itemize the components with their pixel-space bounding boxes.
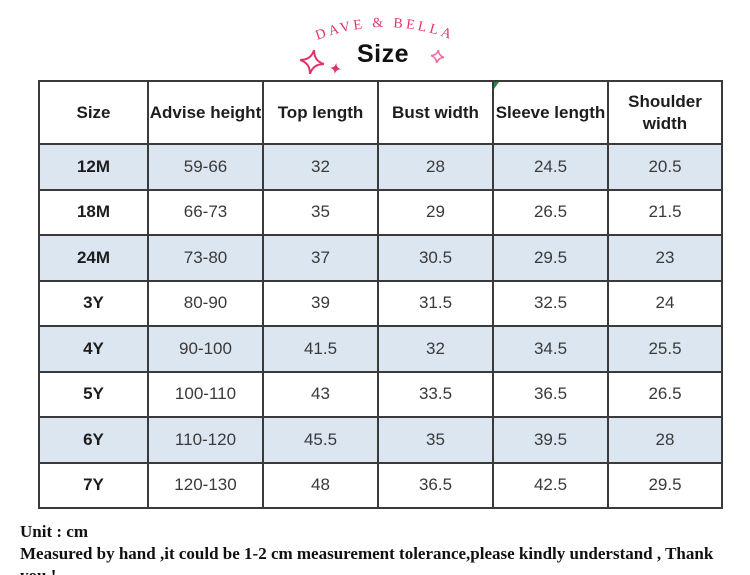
size-cell: 6Y	[38, 416, 149, 464]
comment-marker-icon	[495, 83, 499, 89]
table-cell: 30.5	[377, 234, 494, 282]
table-cell: 80-90	[147, 279, 264, 327]
size-cell: 4Y	[38, 325, 149, 373]
table-cell: 33.5	[377, 370, 494, 418]
table-cell: 37	[262, 234, 379, 282]
table-row-18m: 18M 66-73 35 29 26.5 21.5	[38, 188, 723, 236]
table-cell: 25.5	[607, 325, 723, 373]
table-row-3y: 3Y 80-90 39 31.5 32.5 24	[38, 279, 723, 327]
table-cell: 34.5	[492, 325, 609, 373]
sparkle-large-icon	[299, 49, 325, 75]
table-cell: 39	[262, 279, 379, 327]
table-cell: 28	[377, 143, 494, 191]
table-cell: 24	[607, 279, 723, 327]
column-header-advise-height: Advise height	[147, 80, 264, 145]
table-cell: 26.5	[492, 188, 609, 236]
table-cell: 45.5	[262, 416, 379, 464]
table-cell: 36.5	[377, 461, 494, 509]
column-header-label: Sleeve length	[495, 102, 606, 122]
table-cell: 110-120	[147, 416, 264, 464]
header-row: Size Advise height Top length Bust width…	[38, 80, 723, 145]
table-cell: 32.5	[492, 279, 609, 327]
table-cell: 36.5	[492, 370, 609, 418]
table-row-4y: 4Y 90-100 41.5 32 34.5 25.5	[38, 325, 723, 373]
table-cell: 42.5	[492, 461, 609, 509]
table-cell: 43	[262, 370, 379, 418]
table-cell: 48	[262, 461, 379, 509]
table-row-7y: 7Y 120-130 48 36.5 42.5 29.5	[38, 461, 723, 509]
table-row-24m: 24M 73-80 37 30.5 29.5 23	[38, 234, 723, 282]
table-row-5y: 5Y 100-110 43 33.5 36.5 26.5	[38, 370, 723, 418]
sparkle-small-left-icon	[330, 63, 341, 74]
size-cell: 3Y	[38, 279, 149, 327]
table-cell: 35	[377, 416, 494, 464]
size-cell: 5Y	[38, 370, 149, 418]
table-row-6y: 6Y 110-120 45.5 35 39.5 28	[38, 416, 723, 464]
size-cell: 12M	[38, 143, 149, 191]
table-cell: 59-66	[147, 143, 264, 191]
size-cell: 24M	[38, 234, 149, 282]
table-cell: 23	[607, 234, 723, 282]
column-header-bust-width: Bust width	[377, 80, 494, 145]
header-decorations: DAVE & BELLA	[299, 16, 453, 75]
size-table: Size Advise height Top length Bust width…	[38, 80, 723, 509]
table-cell: 29	[377, 188, 494, 236]
table-cell: 26.5	[607, 370, 723, 418]
table-cell: 32	[377, 325, 494, 373]
table-cell: 35	[262, 188, 379, 236]
table-cell: 24.5	[492, 143, 609, 191]
table-cell: 20.5	[607, 143, 723, 191]
table-cell: 90-100	[147, 325, 264, 373]
table-cell: 31.5	[377, 279, 494, 327]
table-cell: 120-130	[147, 461, 264, 509]
table-cell: 39.5	[492, 416, 609, 464]
table-cell: 41.5	[262, 325, 379, 373]
page-title: Size	[356, 40, 410, 68]
column-header-shoulder-width: Shoulder width	[607, 80, 723, 145]
tolerance-note: Measured by hand ,it could be 1-2 cm mea…	[20, 544, 714, 575]
table-cell: 29.5	[607, 461, 723, 509]
column-header-top-length: Top length	[262, 80, 379, 145]
size-cell: 7Y	[38, 461, 149, 509]
table-cell: 100-110	[147, 370, 264, 418]
sparkle-small-right-icon	[430, 49, 445, 64]
footer-notes: Unit : cm Measured by hand ,it could be …	[20, 521, 740, 575]
column-header-size: Size	[38, 80, 149, 145]
table-cell: 28	[607, 416, 723, 464]
size-cell: 18M	[38, 188, 149, 236]
column-header-sleeve-length: Sleeve length	[492, 80, 609, 145]
unit-note: Unit : cm	[20, 522, 88, 541]
table-cell: 29.5	[492, 234, 609, 282]
table-cell: 21.5	[607, 188, 723, 236]
table-cell: 66-73	[147, 188, 264, 236]
table-cell: 73-80	[147, 234, 264, 282]
page-header: DAVE & BELLA Size	[0, 0, 750, 80]
table-row-12m: 12M 59-66 32 28 24.5 20.5	[38, 143, 723, 191]
table-cell: 32	[262, 143, 379, 191]
